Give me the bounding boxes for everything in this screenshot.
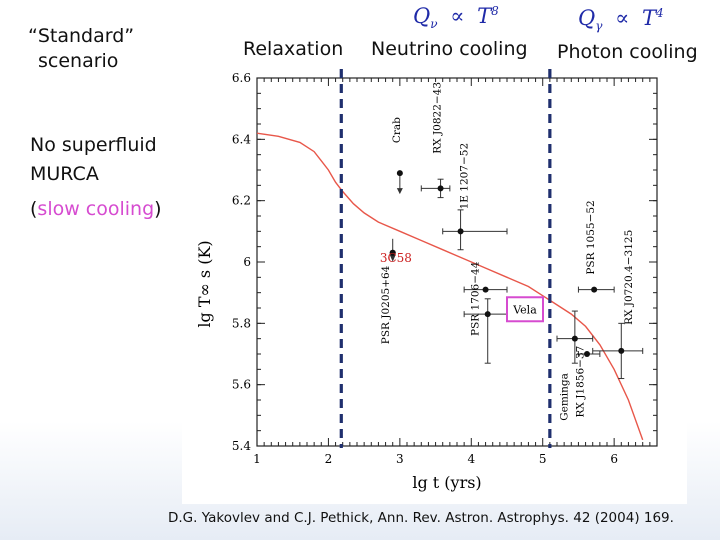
source-label: PSR 1055−52 — [585, 200, 597, 274]
model-description: No superfluid MURCA — [30, 131, 157, 190]
arrow-head — [389, 254, 396, 262]
data-point — [618, 347, 625, 354]
data-point — [389, 249, 396, 256]
murca-label: MURCA — [30, 163, 99, 186]
source-label: PSR J0205+64 — [380, 265, 392, 344]
slow-cooling-label: (slow cooling) — [30, 198, 162, 220]
x-tick-label: 2 — [325, 452, 333, 466]
source-label: RX J0822−43 — [432, 82, 444, 154]
y-tick-label: 6.4 — [232, 132, 251, 146]
x-tick-label: 4 — [467, 452, 475, 466]
scenario-title-line1: “Standard” — [28, 25, 135, 47]
data-point — [571, 335, 578, 342]
slow-cooling-open: ( — [30, 198, 38, 220]
cooling-chart: 1 2 3 4 5 6 5.4 5.6 5.8 6 6.2 6.4 6.6 Crab RX J0822−4… — [195, 54, 658, 492]
y-tick-label: 6.6 — [232, 71, 251, 85]
data-point — [457, 228, 464, 235]
neutrino-formula: Qν ∝ T8 — [413, 4, 499, 32]
scenario-title-line2: scenario — [38, 49, 119, 72]
vela-highlight-box — [506, 296, 544, 323]
cooling-curve — [256, 132, 644, 441]
citation: D.G. Yakovlev and C.J. Pethick, Ann. Rev… — [168, 510, 674, 526]
data-point — [584, 351, 590, 357]
photon-formula: Qγ ∝ T4 — [578, 6, 664, 34]
data-point — [591, 286, 598, 293]
y-tick-label: 5.6 — [232, 378, 251, 392]
source-label: Crab — [391, 117, 403, 143]
y-tick-label: 5.8 — [232, 316, 251, 330]
y-tick-label: 6 — [243, 255, 251, 269]
data-point — [482, 286, 489, 293]
slow-cooling-text: slow cooling — [37, 198, 155, 220]
x-axis-label: lg t (yrs) — [412, 473, 481, 492]
relaxation-label: Relaxation — [243, 38, 344, 60]
label-vela: Vela — [512, 303, 537, 316]
label-3c58: 3C58 — [380, 251, 412, 265]
x-tick-label: 6 — [610, 452, 618, 466]
neutrino-cooling-label: Neutrino cooling — [371, 38, 528, 60]
data-point — [437, 185, 444, 192]
data-point — [396, 170, 403, 177]
photon-cooling-label: Photon cooling — [557, 41, 698, 63]
y-tick-label: 5.4 — [232, 439, 251, 453]
x-tick-label: 3 — [396, 452, 404, 466]
source-label: Geminga — [559, 373, 571, 421]
source-label: RX J0720.4−3125 — [623, 230, 635, 325]
x-tick-label: 1 — [253, 452, 261, 466]
arrow-head — [396, 188, 403, 195]
y-axis-label: lg T∞ s (K) — [195, 240, 214, 327]
cooling-plot-panel: 1 2 3 4 5 6 5.4 5.6 5.8 6 6.2 6.4 6.6 Crab RX J0822−4… — [182, 54, 687, 504]
no-superfluid-label: No superfluid — [30, 134, 157, 156]
slow-cooling-close: ) — [154, 198, 162, 220]
source-label: 1E 1207−52 — [459, 143, 471, 210]
x-tick-label: 5 — [539, 452, 547, 466]
y-tick-label: 6.2 — [232, 194, 251, 208]
data-point — [484, 311, 491, 318]
scenario-title: “Standard” scenario — [28, 24, 134, 73]
source-label: PSR 1706−44 — [469, 261, 481, 336]
source-label: RX J1856−37 — [574, 346, 586, 418]
